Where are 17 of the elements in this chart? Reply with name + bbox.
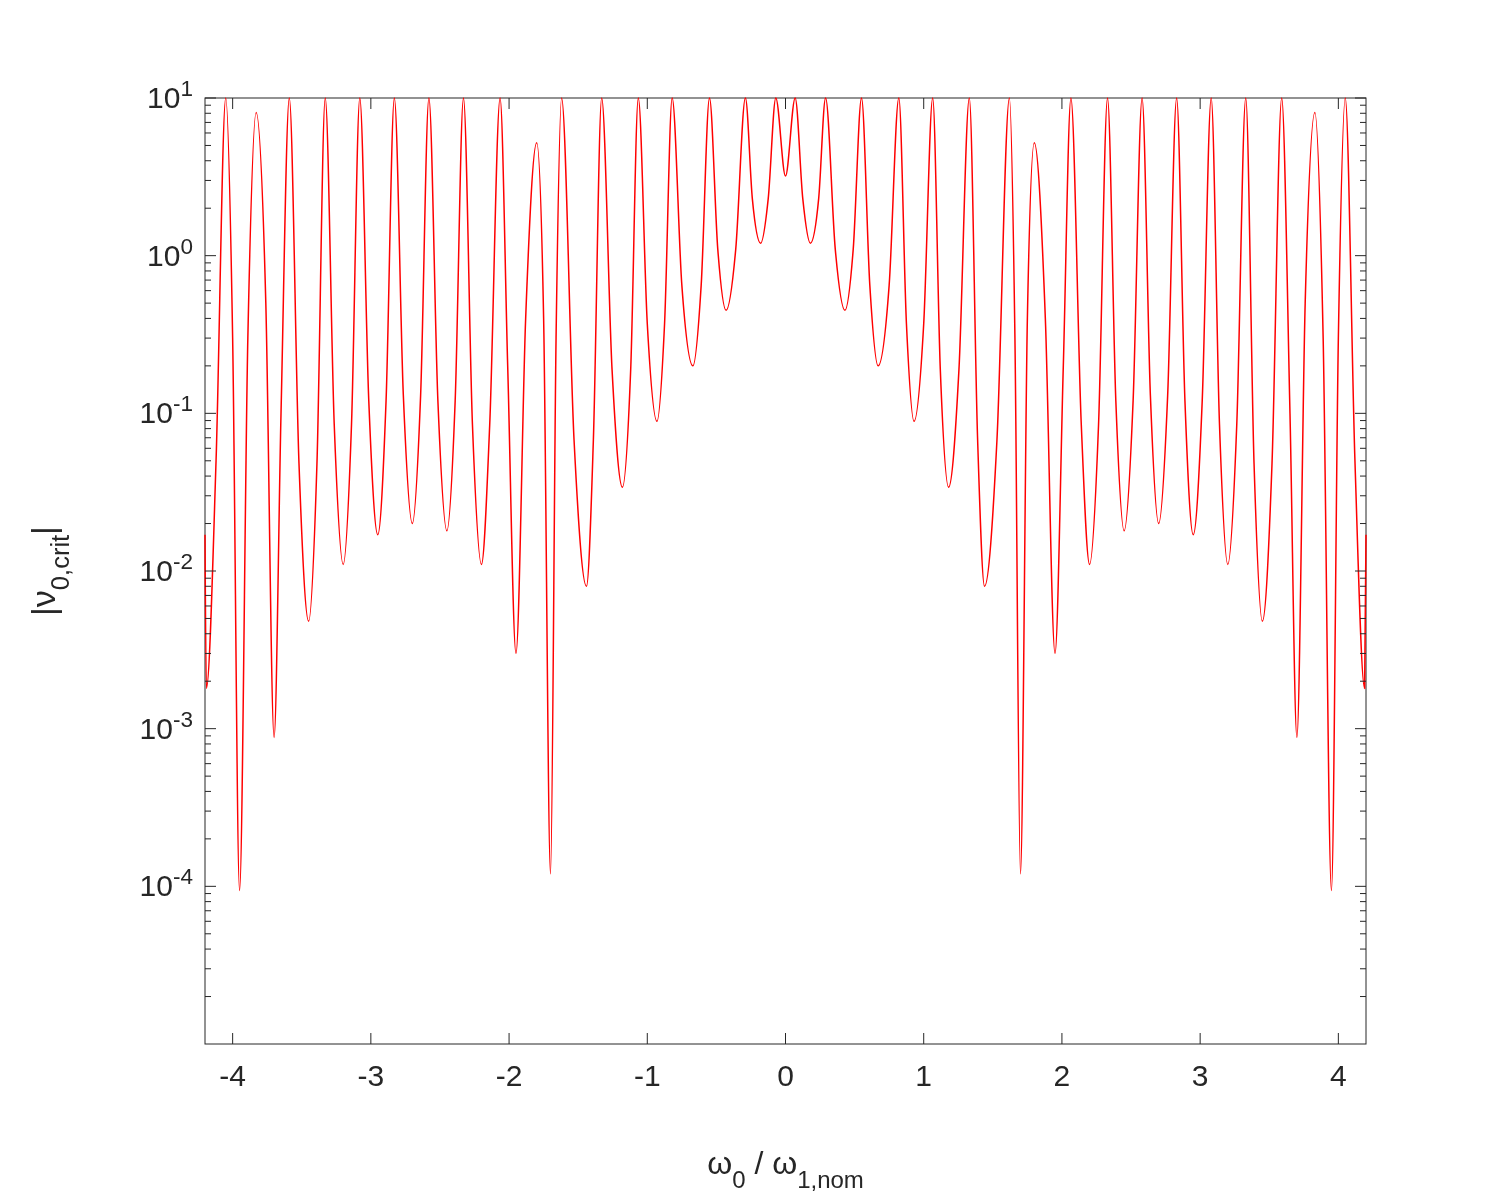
y-tick-label: 10$^{-1}$ <box>139 390 193 430</box>
x-tick-label: 3 <box>1191 1059 1209 1092</box>
x-tick-label: 4 <box>1330 1059 1347 1092</box>
x-tick-label: -3 <box>357 1059 385 1092</box>
y-tick-label: 10$^{1}$ <box>147 75 193 114</box>
x-tick-label: -1 <box>633 1059 661 1092</box>
y-tick-label: 10$^{0}$ <box>147 233 193 272</box>
line-series <box>204 97 1367 892</box>
y-tick-label: 10$^{-4}$ <box>139 863 193 903</box>
y-tick-label: 10$^{-2}$ <box>139 548 193 587</box>
x-tick-label: 0 <box>777 1059 794 1092</box>
y-tick-label: 10$^{-3}$ <box>139 706 193 745</box>
x-tick-label: 1 <box>915 1059 933 1092</box>
x-axis-title: ω$_{0}$ / ω$_{1,nom}$ <box>707 1145 864 1193</box>
x-tick-label: -4 <box>219 1059 246 1092</box>
x-tick-label: -2 <box>495 1059 523 1092</box>
x-tick-label: 2 <box>1053 1059 1071 1092</box>
